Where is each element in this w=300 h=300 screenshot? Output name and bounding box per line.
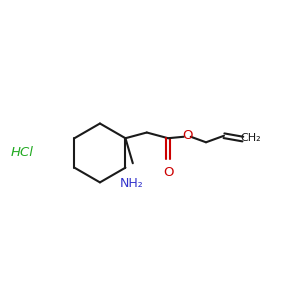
Text: O: O (163, 166, 173, 179)
Text: CH₂: CH₂ (241, 133, 261, 142)
Text: NH₂: NH₂ (119, 177, 143, 190)
Text: O: O (182, 129, 193, 142)
Text: HCl: HCl (11, 146, 33, 159)
